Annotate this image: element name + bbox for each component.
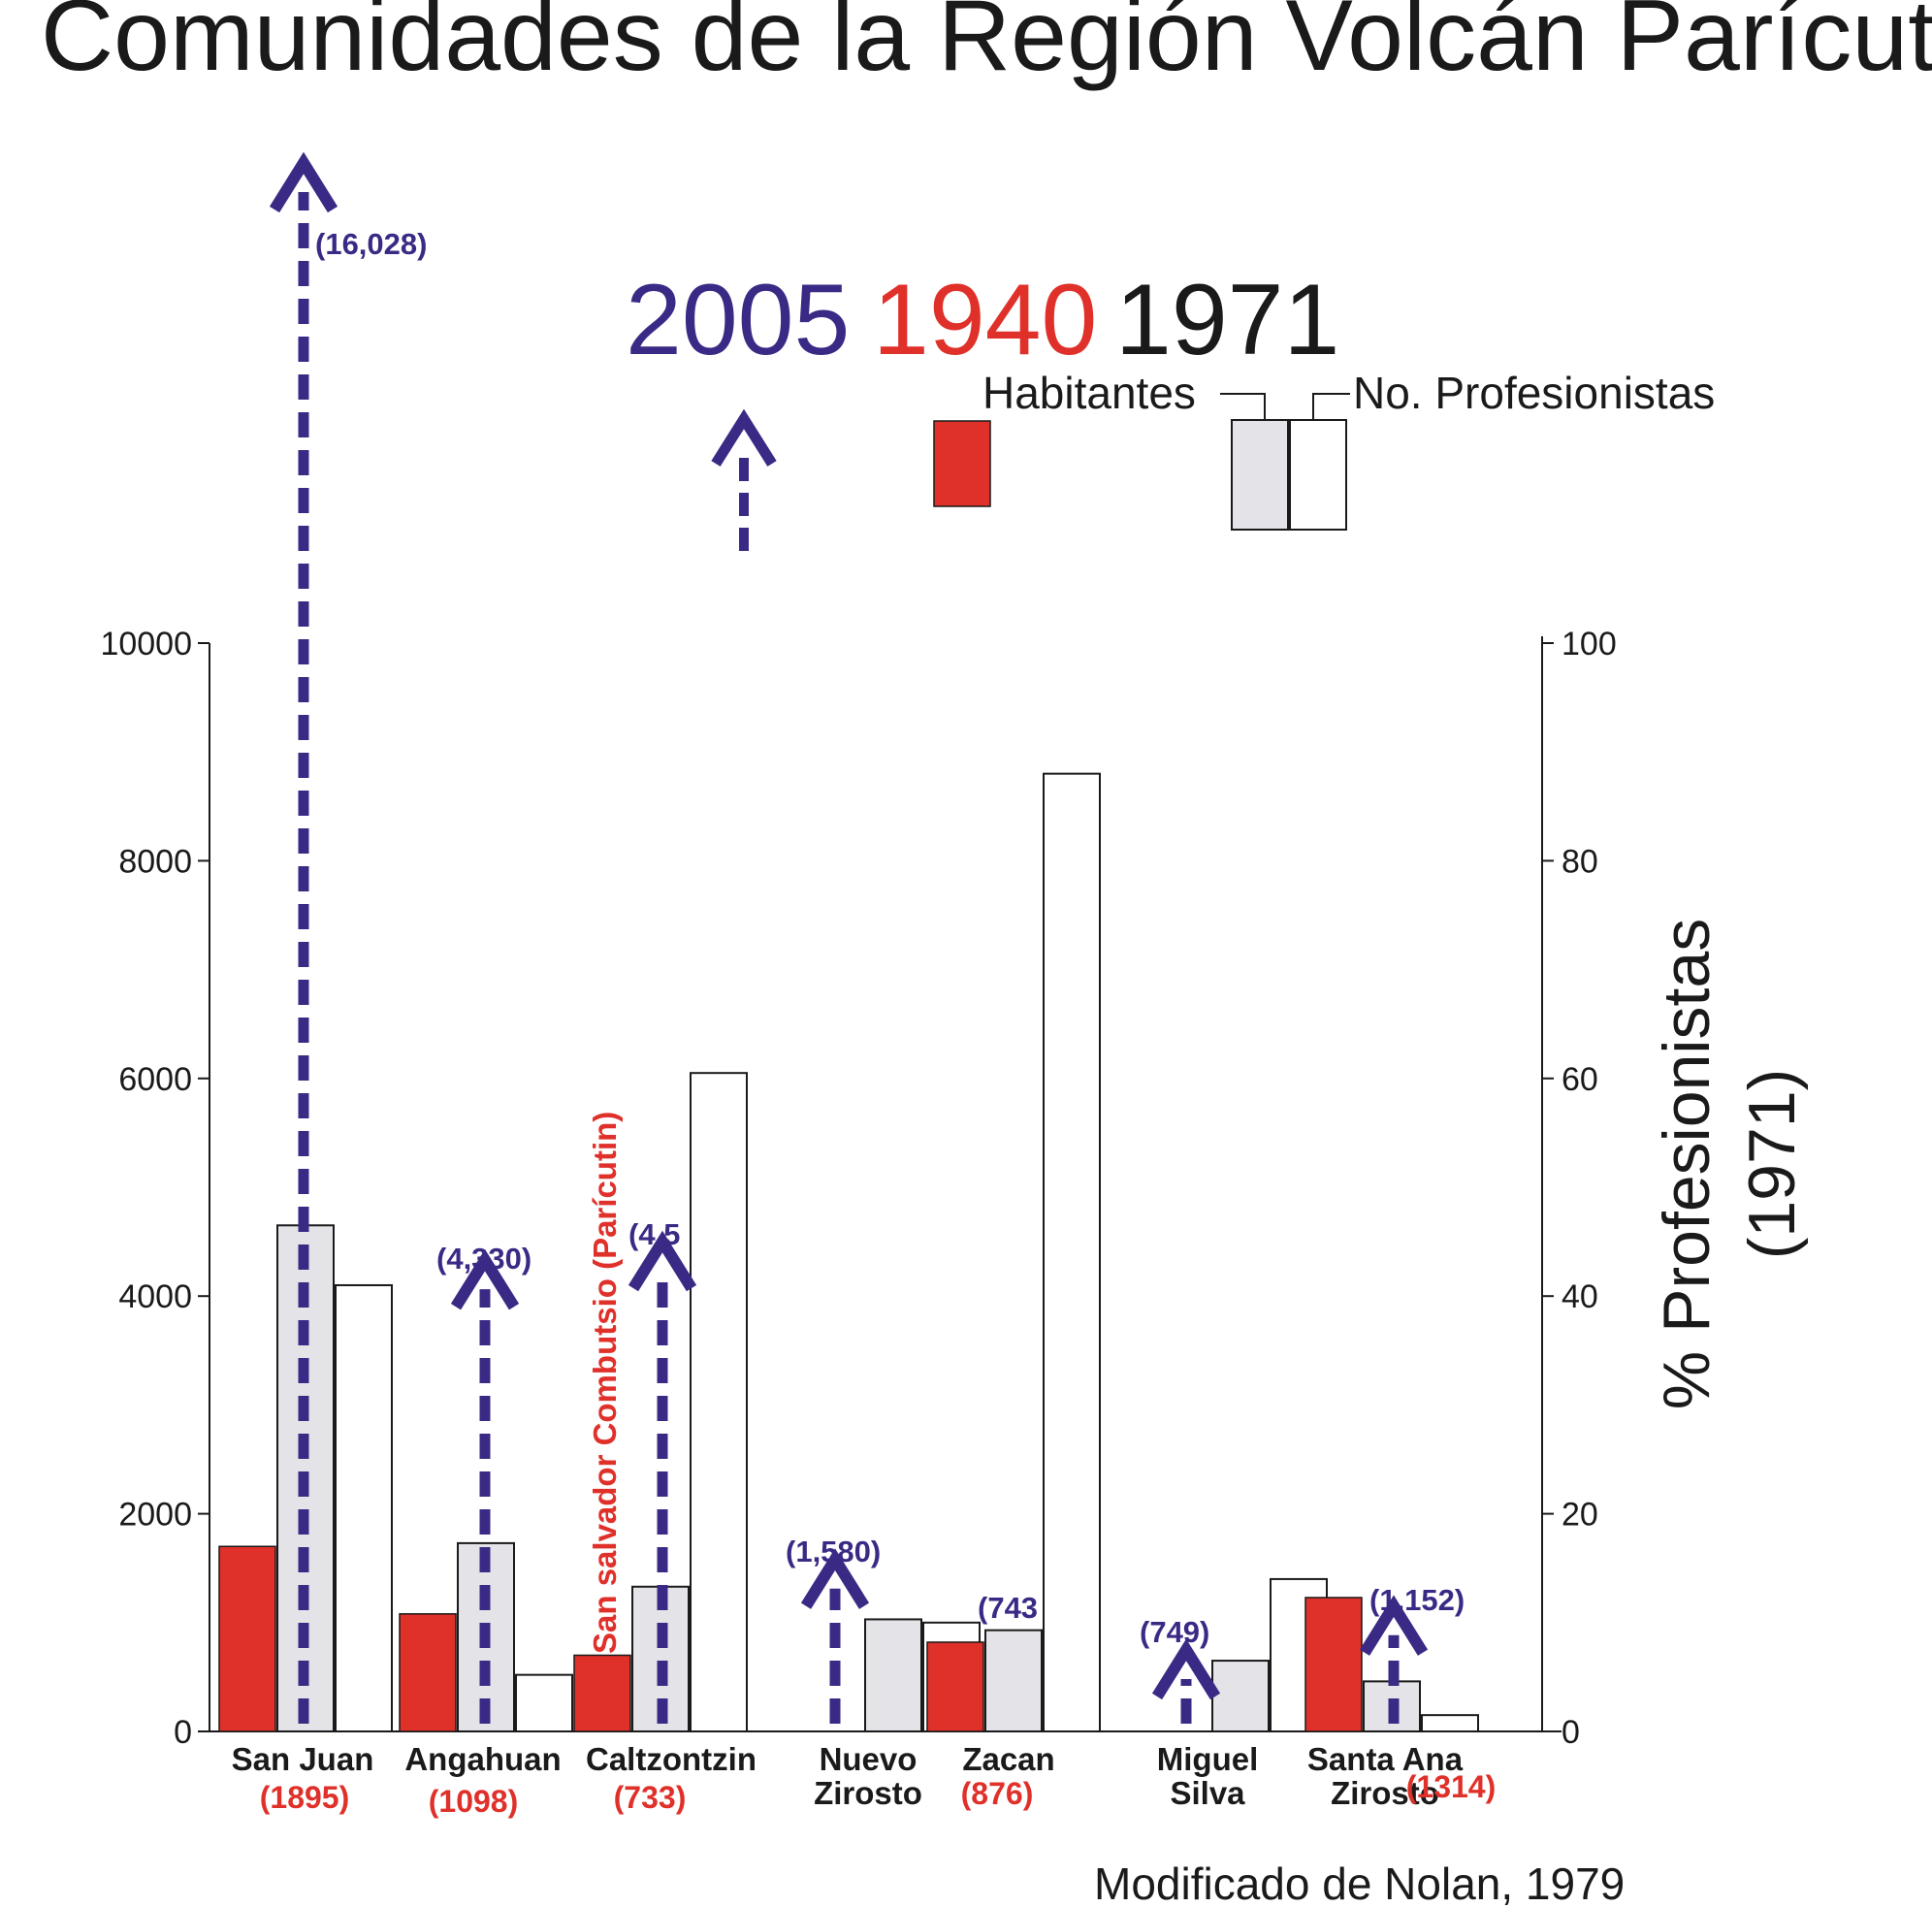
category-label-6: Santa Ana xyxy=(1307,1741,1464,1777)
legend-arrow-2005 xyxy=(711,408,777,551)
legend-year-1971: 1971 xyxy=(1115,264,1339,376)
legend-label-profesionistas: No. Profesionistas xyxy=(1353,368,1715,418)
y-left-tick-label-3: 6000 xyxy=(118,1061,192,1098)
category-label-line2-6: Zirosto xyxy=(1331,1775,1439,1811)
y-axis-right-title-line2: (1971) xyxy=(1735,1069,1809,1260)
bar-pct-profesionistas-6 xyxy=(1421,1714,1479,1733)
pop-1940-label-0: (1895) xyxy=(260,1780,350,1815)
bar-pct-profesionistas-0 xyxy=(335,1283,393,1732)
legend-leader-profesionistas xyxy=(1312,393,1350,420)
bar-1971-habitantes-5 xyxy=(1211,1660,1270,1732)
legend-year-1940: 1940 xyxy=(873,264,1097,376)
label-2005-2: (4,5 xyxy=(628,1217,680,1251)
rotated-community-label: San salvador Combutsio (Parícutin) xyxy=(587,1112,623,1654)
category-label-2: Caltzontzin xyxy=(586,1741,757,1777)
arrow-2005-head-3 xyxy=(800,1548,870,1609)
y-axis-right-title-line1: % Profesionistas xyxy=(1650,919,1723,1409)
legend-swatch-1940 xyxy=(933,420,991,507)
legend-leader-habitantes xyxy=(1220,393,1266,420)
pop-1940-label-2: (733) xyxy=(614,1780,687,1815)
arrow-2005-6 xyxy=(1359,1595,1429,1724)
category-label-4: Zacan xyxy=(962,1741,1054,1777)
legend-label-habitantes: Habitantes xyxy=(982,368,1196,418)
y-right-tick-label-0: 0 xyxy=(1562,1714,1580,1751)
label-2005-0: (16,028) xyxy=(315,227,427,261)
y-left-tick-label-5: 10000 xyxy=(100,626,192,663)
pop-1940-label-4: (876) xyxy=(961,1776,1034,1811)
arrow-2005-head-6 xyxy=(1359,1595,1429,1656)
label-2005-5: (749) xyxy=(1140,1615,1209,1649)
y-right-tick-label-1: 20 xyxy=(1562,1497,1598,1534)
y-left-tick-label-2: 4000 xyxy=(118,1278,192,1315)
bar-1971-habitantes-3 xyxy=(864,1618,922,1732)
bar-1940-1 xyxy=(399,1613,457,1732)
source-credit: Modificado de Nolan, 1979 xyxy=(1094,1859,1625,1907)
bar-1940-4 xyxy=(926,1641,984,1732)
y-right-tick-label-3: 60 xyxy=(1562,1061,1598,1098)
arrow-2005-5 xyxy=(1151,1638,1221,1724)
label-2005-1: (4,330) xyxy=(436,1242,531,1276)
y-left-tick-label-1: 2000 xyxy=(118,1497,192,1534)
category-label-line2-5: Silva xyxy=(1170,1775,1245,1811)
bar-1971-habitantes-4 xyxy=(984,1629,1043,1733)
category-labels: San Juan(1895)Angahuan(1098)Caltzontzin(… xyxy=(232,1741,1497,1819)
y-left-tick-label-4: 8000 xyxy=(118,843,192,880)
y-right-tick-label-5: 100 xyxy=(1562,626,1617,663)
pop-1940-label-1: (1098) xyxy=(429,1784,519,1819)
category-label-line2-3: Zirosto xyxy=(814,1775,922,1811)
label-2005-3: (1,580) xyxy=(786,1535,881,1568)
chart-title: Comunidades de la Región Volcán Parícuti… xyxy=(41,0,1932,92)
bar-pct-profesionistas-2 xyxy=(690,1072,748,1732)
bar-pct-profesionistas-4 xyxy=(1043,772,1101,1732)
y-axis-left-ticks: 0 2000 4000 6000 8000 10000 xyxy=(100,626,209,1751)
category-label-0: San Juan xyxy=(232,1741,374,1777)
bar-1940-2 xyxy=(573,1654,631,1732)
arrow-2005-head-0 xyxy=(269,151,338,213)
legend-year-2005: 2005 xyxy=(626,264,850,376)
arrow-2005-0 xyxy=(269,151,338,1724)
pop-1940-label-6: (1314) xyxy=(1406,1769,1497,1804)
y-axis-right-title: % Profesionistas (1971) xyxy=(1650,919,1809,1409)
y-axis-right-ticks: 0 20 40 60 80 100 xyxy=(1542,626,1617,1751)
y-left-tick-label-0: 0 xyxy=(174,1714,192,1751)
arrow-2005-head-2 xyxy=(628,1230,697,1292)
arrow-2005-2 xyxy=(628,1230,697,1724)
legend-swatch-1971-profesionistas xyxy=(1289,419,1347,531)
bar-1940-6 xyxy=(1304,1597,1363,1732)
y-right-tick-label-4: 80 xyxy=(1562,843,1598,880)
category-label-5: Miguel xyxy=(1157,1741,1259,1777)
category-label-1: Angahuan xyxy=(404,1741,561,1777)
y-right-tick-label-2: 40 xyxy=(1562,1278,1598,1315)
arrow-2005-1 xyxy=(450,1248,520,1724)
legend-swatch-1971-habitantes xyxy=(1231,419,1289,531)
arrow-marks-2005: (16,028) (4,330) (4,5 (1,580) (743 (749) (1,15… xyxy=(269,151,1465,1724)
label-2005-4: (743 xyxy=(978,1591,1038,1625)
arrow-2005-head-5 xyxy=(1151,1638,1221,1700)
bar-1940-0 xyxy=(218,1545,276,1732)
arrow-2005-head-1 xyxy=(450,1248,520,1310)
bar-pct-profesionistas-1 xyxy=(515,1673,573,1733)
category-label-3: Nuevo xyxy=(820,1741,918,1777)
arrow-2005-3 xyxy=(800,1548,870,1724)
label-2005-6: (1,152) xyxy=(1369,1583,1465,1617)
